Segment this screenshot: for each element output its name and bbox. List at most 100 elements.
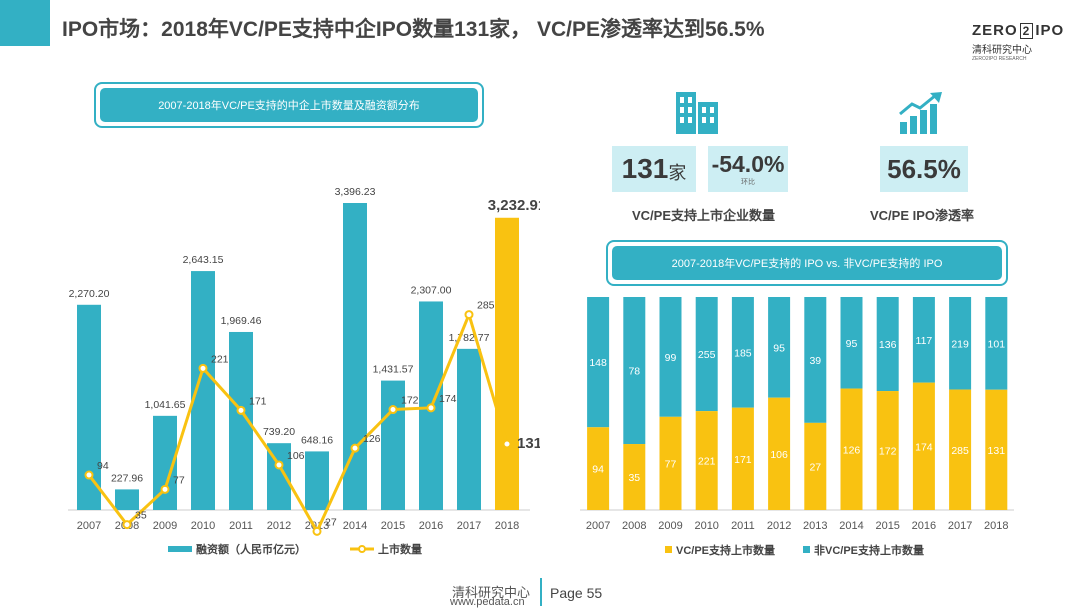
vcpe-bar-label: 172 [879, 446, 897, 458]
ipo-count-point [426, 403, 436, 413]
logo-subtitle: 清科研究中心 [972, 45, 1032, 56]
non-vcpe-bar [731, 297, 754, 408]
ipo-count-point [160, 484, 170, 494]
kpi-count-value: 131 [621, 153, 669, 184]
ipo-count-point [388, 405, 398, 415]
x-tick-label: 2013 [803, 520, 827, 532]
x-tick-label: 2010 [191, 520, 215, 532]
title-accent-bar [0, 0, 50, 46]
financing-bar-label: 3,232.91 [488, 197, 540, 214]
logo-text-right: IPO [1035, 22, 1065, 39]
financing-bar [115, 489, 139, 510]
right-chart-title-pill: 2007-2018年VC/PE支持的 IPO vs. 非VC/PE支持的 IPO [606, 240, 1008, 286]
page-title: IPO市场：2018年VC/PE支持中企IPO数量131家， VC/PE渗透率达… [62, 18, 765, 41]
vcpe-bar-label: 285 [951, 445, 969, 457]
left-chart: 2,270.202007227.9620081,041.6520092,643.… [68, 186, 540, 556]
ipo-count-point [350, 443, 360, 453]
x-tick-label: 2016 [419, 520, 443, 532]
footer-url[interactable]: www.pedata.cn [450, 596, 525, 608]
left-chart-title-pill: 2007-2018年VC/PE支持的中企上市数量及融资额分布 [94, 82, 484, 128]
vcpe-bar-label: 35 [628, 472, 640, 484]
vcpe-bar-label: 131 [988, 445, 1006, 457]
vcpe-bar-label: 106 [770, 449, 788, 461]
kpi-change-value: -54.0% [711, 151, 785, 177]
ipo-count-label: 174 [439, 393, 457, 405]
ipo-count-point [312, 526, 322, 536]
x-tick-label: 2010 [694, 520, 718, 532]
x-tick-label: 2008 [622, 520, 646, 532]
financing-bar-label: 2,643.15 [183, 254, 224, 266]
ipo-count-point [84, 470, 94, 480]
vcpe-bar [768, 397, 791, 510]
logo-text-mid: 2 [1019, 23, 1034, 39]
non-vcpe-bar-label: 117 [916, 335, 933, 347]
x-tick-label: 2011 [229, 520, 253, 532]
non-vcpe-bar-label: 95 [773, 342, 785, 354]
ipo-count-point [464, 310, 474, 320]
legend-label-non-vcpe: 非VC/PE支持上市数量 [814, 543, 924, 557]
vcpe-bar [840, 388, 863, 510]
non-vcpe-bar [768, 297, 791, 398]
vcpe-bar [731, 407, 754, 510]
vcpe-bar [985, 389, 1008, 510]
financing-bar [495, 217, 519, 511]
financing-bar-label: 648.16 [301, 434, 333, 446]
financing-bar-label: 739.20 [263, 426, 295, 438]
right-chart: 148 94 2007 78 35 2008 99 77 2009 255 221 2010 185 17… [580, 297, 1014, 557]
kpi-change-box: -54.0% 环比 [708, 146, 788, 192]
non-vcpe-bar [587, 297, 610, 428]
financing-bar [457, 348, 481, 510]
x-tick-label: 2018 [495, 520, 519, 532]
vcpe-bar-label: 27 [809, 461, 821, 473]
kpi-rate-box: 56.5% [880, 146, 968, 192]
vcpe-bar-label: 77 [665, 458, 677, 470]
ipo-count-label: 94 [97, 460, 109, 472]
logo: ZERO 2 IPO 清科研究中心 ZERO2IPO RESEARCH [972, 22, 1065, 62]
legend-swatch-financing [168, 546, 192, 552]
non-vcpe-bar-label: 95 [846, 338, 858, 350]
x-tick-label: 2015 [875, 520, 899, 532]
non-vcpe-bar [623, 297, 646, 445]
legend-label-count: 上市数量 [378, 542, 422, 556]
x-tick-label: 2014 [343, 520, 367, 532]
ipo-count-label: 172 [401, 395, 419, 407]
ipo-count-label: 221 [211, 353, 229, 365]
non-vcpe-bar [695, 297, 718, 412]
financing-bar [343, 203, 367, 510]
kpi-count-caption: VC/PE支持上市企业数量 [632, 208, 776, 223]
non-vcpe-bar [876, 297, 899, 392]
financing-bar-label: 1,041.65 [145, 399, 186, 411]
financing-bar-label: 227.96 [111, 472, 143, 484]
growth-chart-icon [899, 92, 942, 134]
x-tick-label: 2012 [767, 520, 791, 532]
x-tick-label: 2011 [731, 520, 755, 532]
building-icon [676, 92, 718, 134]
x-tick-label: 2009 [153, 520, 177, 532]
vcpe-bar [949, 389, 972, 510]
vcpe-bar-label: 126 [843, 444, 861, 456]
non-vcpe-bar-label: 148 [589, 357, 607, 369]
kpi-count-box: 131 家 [612, 146, 696, 192]
page-number: Page 55 [550, 585, 603, 601]
kpi-rate-value: 56.5% [887, 153, 961, 184]
kpi-change-note: 环比 [741, 179, 755, 186]
legend-swatch-count-marker [358, 545, 366, 553]
non-vcpe-bar-label: 101 [988, 338, 1006, 350]
vcpe-bar-label: 171 [734, 454, 752, 466]
non-vcpe-bar [659, 297, 682, 417]
x-tick-label: 2012 [267, 520, 291, 532]
financing-bar-label: 2,307.00 [411, 284, 452, 296]
logo-small-text: ZERO2IPO RESEARCH [972, 56, 1027, 62]
ipo-count-label: 106 [287, 450, 305, 462]
vcpe-bar [876, 391, 899, 510]
non-vcpe-bar-label: 99 [665, 352, 677, 364]
non-vcpe-bar-label: 255 [698, 349, 716, 361]
vcpe-bar [695, 411, 718, 510]
non-vcpe-bar [985, 297, 1008, 390]
vcpe-bar-label: 221 [698, 456, 716, 468]
vcpe-bar [804, 422, 827, 510]
ipo-count-label: 285 [477, 300, 495, 312]
financing-bar-label: 3,396.23 [335, 186, 376, 198]
financing-bar [305, 451, 329, 510]
ipo-count-line [87, 310, 509, 535]
